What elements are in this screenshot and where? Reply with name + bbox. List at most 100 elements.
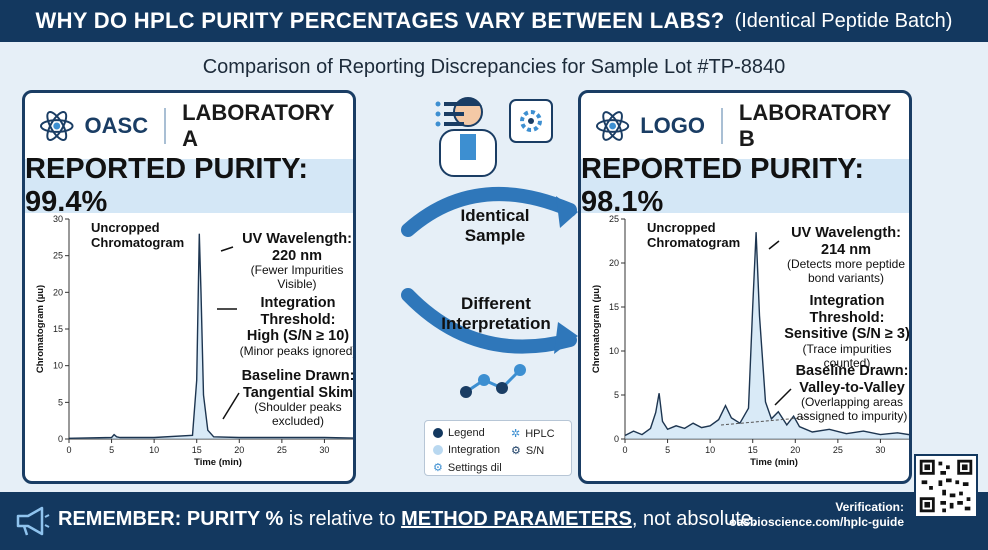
lab-b-chart-x-tick-label: 30 [875, 445, 885, 455]
reminder-method: METHOD PARAMETERS [401, 508, 632, 530]
lab-b-chart-y-tick-label: 0 [614, 434, 619, 444]
lab-a-chromatogram: 05101520253035051015202530Time (min)Chro… [35, 214, 353, 468]
lab-a-chart-x-tick-label: 10 [149, 445, 159, 455]
lab-a-chart-x-tick-label: 5 [109, 445, 114, 455]
reminder-relative: is relative to [288, 508, 396, 530]
qr-code[interactable] [914, 454, 978, 518]
megaphone-icon [16, 506, 50, 536]
lab-a-name: LABORATORY A [182, 100, 335, 151]
legend-hplc-label: HPLC [525, 427, 555, 440]
settings-gear-icon: ⚙ [433, 462, 443, 474]
lab-b-wavelength-sub2: bond variants) [807, 271, 885, 286]
center-section: Identical Sample Different Interpretatio… [356, 90, 578, 484]
sparkle-icon: ✲ [511, 428, 521, 440]
lab-a-chart: 05101520253035051015202530Time (min)Chro… [25, 213, 353, 481]
lab-a-chart-y-tick-label: 0 [58, 434, 63, 444]
legend-item-settings: ⚙ Settings dil [433, 461, 502, 475]
lab-b-baseline-line2: Valley-to-Valley [799, 379, 905, 396]
verification-label: Verification: [835, 500, 904, 514]
lab-b-chart-x-tick-label: 15 [748, 445, 758, 455]
lab-a-header: OASC LABORATORY A [25, 93, 353, 159]
arrow-label-identical: Identical Sample [450, 206, 540, 245]
lab-b-chart-x-axis-label: Time (min) [750, 457, 798, 468]
lab-a-threshold-line2: High (S/N ≥ 10) [246, 328, 350, 345]
verification-url[interactable]: oasbioscience.com/hplc-guide [729, 515, 904, 529]
lab-b-baseline-pointer [774, 388, 792, 406]
lab-a-logo-text: OASC [84, 113, 149, 138]
lab-b-threshold-note: Integration Threshold: Sensitive (S/N ≥ … [783, 293, 910, 371]
arrow-label-identical-line1: Identical [460, 206, 530, 225]
legend-integration-label: Integration [448, 444, 500, 456]
lab-a-chart-series-line [68, 233, 353, 439]
lab-b-wavelength-note: UV Wavelength: 214 nm (Detects more pept… [781, 225, 909, 286]
title-bar: WHY DO HPLC PURITY PERCENTAGES VARY BETW… [0, 0, 988, 42]
lab-a-baseline-line2: Tangential Skim [242, 384, 354, 401]
divider [164, 108, 167, 144]
lab-b-threshold-line1: Integration Threshold: [809, 293, 885, 326]
lab-b-threshold-line2: Sensitive (S/N ≥ 3) [784, 326, 910, 343]
reminder-label: REMEMBER: [58, 508, 182, 530]
lab-b-wavelength: UV Wavelength: 214 nm [791, 225, 901, 258]
gear-icon: ⚙ [511, 445, 521, 457]
lab-a-chart-y-tick-label: 20 [53, 287, 63, 297]
lab-a-chart-x-axis-label: Time (min) [194, 457, 242, 468]
center-arrows [401, 97, 578, 398]
lab-a-wavelength-pointer [220, 246, 234, 252]
arrow-label-different-line1: Different [461, 294, 531, 313]
lab-a-baseline-note: Baseline Drawn: Tangential Skim (Shoulde… [239, 368, 354, 429]
reminder-not-absolute: , not absolute. [631, 508, 758, 530]
lab-b-chart-x-tick-label: 25 [833, 445, 843, 455]
arrow-different [401, 288, 577, 354]
lab-b-chromatogram: 0 5 10 15 20 25 30 0 5 10 15 20 25 Time (min) Chromato… [591, 214, 909, 468]
lab-b-wavelength-sub1: (Detects more peptide [786, 257, 906, 272]
lab-b-chart: 0 5 10 15 20 25 30 0 5 10 15 20 25 Time (min) Chromato… [581, 213, 909, 481]
lab-b-uncropped-line1: Uncropped [647, 220, 716, 235]
lab-b-uncropped-label: Uncropped Chromatogram [647, 220, 740, 251]
arrow-label-different-line2: Interpretation [441, 313, 551, 333]
page-subtitle: Comparison of Reporting Discrepancies fo… [202, 56, 786, 78]
lab-b-chart-series-line [624, 232, 909, 437]
lab-b-chart-x-tick-label: 20 [790, 445, 800, 455]
legend-item-sn: ⚙ S/N [511, 444, 545, 458]
lab-a-chart-x-tick-label: 0 [66, 445, 71, 455]
lab-a-wavelength-sub: (Fewer Impurities Visible) [250, 263, 344, 292]
lab-a-chart-y-tick-label: 10 [53, 361, 63, 371]
arrow-identical-head [556, 196, 578, 228]
lab-b-chart-y-axis-label: Chromatogram (µu) [591, 285, 602, 373]
legend-sn-label: S/N [525, 444, 545, 457]
gear-touch-icon [509, 99, 553, 143]
lab-a-wavelength: UV Wavelength: 220 nm [242, 231, 352, 264]
reminder-purity: PURITY % [186, 508, 284, 530]
page-title: WHY DO HPLC PURITY PERCENTAGES VARY BETW… [35, 8, 725, 33]
list-icon [435, 101, 464, 127]
lab-a-purity: REPORTED PURITY: 99.4% [25, 153, 353, 218]
lab-a-threshold-sub: (Minor peaks ignored) [239, 344, 356, 359]
lab-a-chart-x-tick-label: 20 [234, 445, 244, 455]
lab-a-threshold-note: Integration Threshold: High (S/N ≥ 10) (… [239, 295, 356, 359]
legend-settings-label: Settings dil [447, 461, 502, 474]
lab-b-chart-x-tick-label: 10 [705, 445, 715, 455]
lab-b-purity: REPORTED PURITY: 98.1% [581, 153, 909, 218]
lab-a-chart-y-tick-label: 15 [53, 324, 63, 334]
page-title-suffix: (Identical Peptide Batch) [734, 9, 953, 32]
lab-a-uncropped-line2: Chromatogram [91, 234, 185, 250]
legend-item-integration: Integration [433, 444, 500, 456]
arrow-label-different: Different Interpretation [434, 294, 558, 333]
legend-box: Legend ✲ HPLC Integration ⚙ S/N ⚙ Settin… [424, 420, 572, 476]
legend-label: Legend [448, 427, 485, 439]
verification-block: Verification: oasbioscience.com/hplc-gui… [729, 500, 904, 530]
lab-a-uncropped-label: Uncropped Chromatogram [91, 220, 185, 251]
lab-b-chart-x-tick-label: 5 [665, 445, 670, 455]
lab-b-chart-y-tick-label: 10 [609, 346, 619, 356]
lab-b-chart-y-tick-label: 5 [614, 390, 619, 400]
lab-a-panel: OASC LABORATORY A REPORTED PURITY: 99.4%… [22, 90, 356, 484]
lab-a-baseline-pointer [222, 392, 240, 420]
lab-b-chart-y-tick-label: 15 [609, 302, 619, 312]
legend-dot-icon [433, 428, 443, 438]
lab-a-chart-y-tick-label: 25 [53, 251, 63, 261]
lab-a-baseline-sub: (Shoulder peaks excluded) [254, 400, 342, 429]
lab-a-chart-x-tick-label: 25 [277, 445, 287, 455]
lab-b-panel: LOGO LABORATORY B REPORTED PURITY: 98.1%… [578, 90, 912, 484]
lab-b-name: LABORATORY B [738, 100, 891, 151]
lab-b-chart-y-tick-label: 25 [609, 214, 619, 224]
